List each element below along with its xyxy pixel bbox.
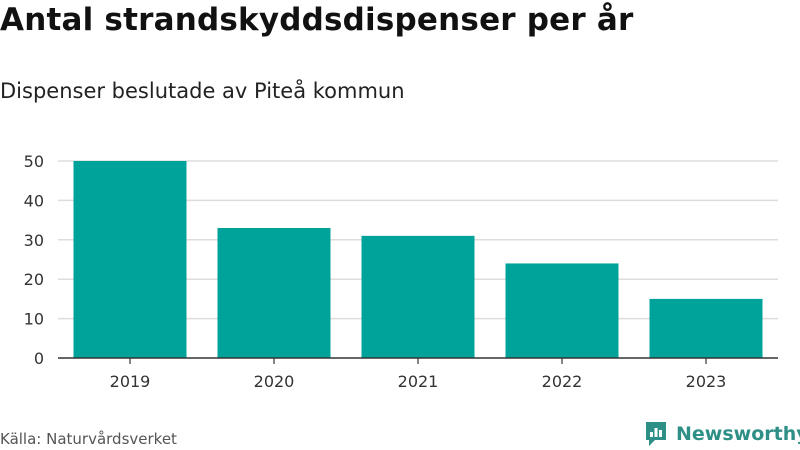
x-tick-label: 2023 [686,372,727,391]
brand-name: Newsworthy [676,423,800,445]
bar-2022 [505,263,619,358]
bar-2021 [361,235,475,358]
newsworthy-logo-icon [646,422,666,446]
y-tick-label: 20 [24,270,44,289]
bar-2023 [649,298,763,358]
y-tick-label: 40 [24,191,44,210]
bar-chart: 0 10 20 30 40 50 2019 2020 2021 2022 2023 [24,152,778,391]
x-tick-label: 2020 [254,372,295,391]
bar-2019 [73,161,187,358]
x-tick-label: 2021 [398,372,439,391]
newsworthy-logo: Newsworthy [644,420,800,448]
y-tick-label: 30 [24,231,44,250]
y-tick-label: 0 [34,349,44,368]
chart-subtitle: Dispenser beslutade av Piteå kommun [0,79,405,103]
chart-title: Antal strandskyddsdispenser per år [0,2,634,38]
y-tick-label: 50 [24,152,44,171]
x-tick-label: 2022 [542,372,583,391]
y-tick-label: 10 [24,310,44,329]
x-tick-label: 2019 [110,372,151,391]
source-note: Källa: Naturvårdsverket [0,430,177,448]
bar-2020 [217,227,331,358]
